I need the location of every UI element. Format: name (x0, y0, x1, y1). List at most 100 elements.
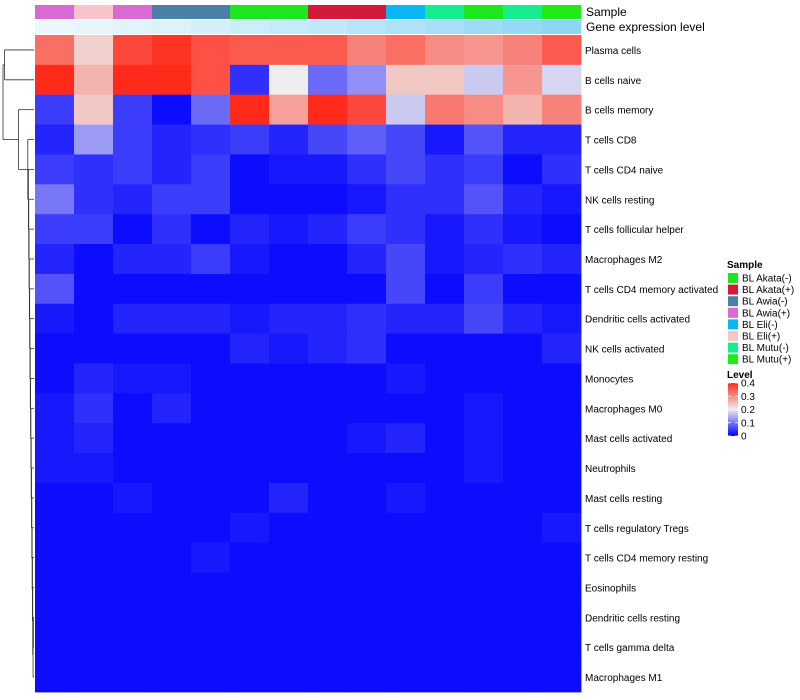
heatmap-cell (386, 214, 426, 245)
heatmap-cell (386, 244, 426, 275)
heatmap-cell (35, 273, 75, 305)
heatmap-cell (35, 512, 75, 544)
heatmap-cell (425, 423, 465, 454)
heatmap-cell (35, 423, 75, 454)
gene-expression-annotation-cell (347, 20, 387, 34)
heatmap-cell (74, 393, 114, 424)
sample-legend: Sample BL Akata(-)BL Akata(+)BL Awia(-)B… (727, 260, 794, 366)
annotation-label-sample: Sample (586, 5, 627, 19)
heatmap-cell (269, 423, 309, 454)
heatmap-cell (230, 303, 270, 335)
row-label: Plasma cells (585, 46, 641, 57)
heatmap-cell (347, 453, 387, 484)
gene-expression-annotation-cell (35, 20, 75, 34)
heatmap-cell (191, 184, 231, 215)
heatmap-cell (269, 244, 309, 275)
heatmap-cell (113, 632, 153, 663)
heatmap-cell (191, 64, 231, 96)
row-labels: Plasma cells B cells naive B cells memory T… (585, 46, 718, 684)
heatmap-cell (230, 632, 270, 663)
heatmap-cell (74, 154, 114, 185)
sample-annotation-cell (347, 5, 387, 19)
sample-legend-swatch (728, 319, 738, 330)
heatmap-cell (152, 662, 192, 693)
level-legend: Level 0.4 0.3 0.2 0.1 0 (727, 370, 755, 443)
heatmap-cell (269, 184, 309, 215)
heatmap-cell (386, 333, 426, 364)
gene-expression-annotation-cell (152, 20, 192, 34)
heatmap-cell (464, 662, 504, 693)
heatmap-cell (113, 482, 153, 514)
heatmap-cell (35, 214, 75, 245)
heatmap-cell (347, 273, 387, 305)
heatmap-cell (269, 35, 309, 66)
sample-legend-label: BL Eli(+) (742, 332, 780, 343)
heatmap-cell (191, 94, 231, 125)
row-label: Eosinophils (585, 583, 636, 594)
heatmap-cell (425, 184, 465, 215)
heatmap-cell (35, 94, 75, 125)
heatmap-cell (230, 363, 270, 394)
heatmap-cell (308, 482, 348, 514)
heatmap-cell (152, 94, 192, 125)
heatmap-cell (425, 303, 465, 335)
heatmap-cell (191, 572, 231, 603)
heatmap-cell (425, 94, 465, 125)
heatmap-cell (464, 154, 504, 185)
heatmap-cell (386, 303, 426, 335)
heatmap-cell (191, 214, 231, 245)
row-label: Mast cells activated (585, 434, 672, 445)
heatmap-cell (74, 662, 114, 693)
heatmap-cell (386, 273, 426, 305)
heatmap-cell (191, 632, 231, 663)
sample-annotation-cell (35, 5, 75, 19)
heatmap-cell (503, 214, 543, 245)
heatmap-cell (464, 273, 504, 305)
heatmap-cell (464, 542, 504, 573)
gene-expression-annotation-cell (542, 20, 582, 34)
heatmap-cell (386, 64, 426, 96)
heatmap-cell (74, 512, 114, 544)
heatmap-cell (425, 393, 465, 424)
heatmap-cell (347, 572, 387, 603)
heatmap-cell (152, 542, 192, 573)
heatmap-cell (542, 124, 582, 155)
gene-expression-annotation-cell (230, 20, 270, 34)
heatmap-cell (542, 64, 582, 96)
sample-legend-label: BL Awia(+) (742, 308, 790, 319)
heatmap-cell (152, 154, 192, 185)
heatmap-cell (35, 542, 75, 573)
sample-legend-swatch (728, 307, 738, 318)
heatmap-cell (347, 64, 387, 96)
heatmap-cell (35, 303, 75, 335)
heatmap-cell (113, 333, 153, 364)
sample-annotation-cell (74, 5, 114, 19)
row-dendrogram (2, 49, 34, 678)
heatmap-cell (113, 512, 153, 544)
heatmap-cell (230, 35, 270, 66)
heatmap-cell (464, 423, 504, 454)
heatmap-cell (464, 632, 504, 663)
heatmap-cell (152, 632, 192, 663)
level-tick-label: 0 (741, 432, 747, 443)
heatmap-cell (113, 572, 153, 603)
heatmap-cell (35, 602, 75, 633)
heatmap-cell (113, 273, 153, 305)
heatmap-cell (152, 64, 192, 96)
heatmap-cell (191, 602, 231, 633)
heatmap-cell (113, 363, 153, 394)
heatmap-cell (386, 363, 426, 394)
heatmap-cell (308, 453, 348, 484)
heatmap-cell (347, 214, 387, 245)
heatmap-cell (230, 453, 270, 484)
heatmap-cell (347, 303, 387, 335)
heatmap-cell (308, 273, 348, 305)
heatmap-cell (230, 124, 270, 155)
heatmap-cell (113, 214, 153, 245)
row-label: T cells CD8 (585, 136, 637, 147)
heatmap-cell (74, 124, 114, 155)
heatmap-cell (464, 124, 504, 155)
heatmap-cell (152, 512, 192, 544)
heatmap-cell (308, 512, 348, 544)
heatmap-cell (464, 35, 504, 66)
